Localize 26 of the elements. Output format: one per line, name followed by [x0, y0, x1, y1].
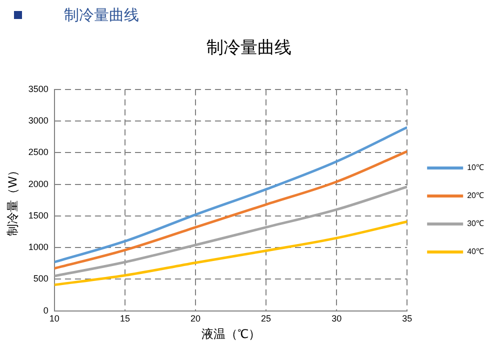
y-tick-label: 1500 — [28, 210, 48, 220]
x-tick-label: 15 — [120, 314, 130, 324]
legend-label: 30℃ — [467, 219, 484, 228]
line-series — [54, 150, 408, 270]
x-tick-label: 25 — [261, 314, 272, 324]
y-tick-label: 2500 — [28, 147, 48, 158]
y-axis-title: 制冷量（W） — [6, 164, 20, 236]
y-tick-label: 3000 — [28, 116, 48, 126]
y-tick-label: 500 — [33, 274, 48, 284]
x-tick-label: 20 — [190, 314, 200, 324]
chart-title: 制冷量曲线 — [64, 6, 139, 24]
x-axis-title: 液温（℃） — [201, 327, 260, 342]
y-tick-label: 3500 — [28, 84, 48, 94]
x-tick-label: 35 — [402, 314, 412, 324]
x-tick-label: 30 — [332, 314, 342, 324]
legend-label: 20℃ — [467, 191, 484, 200]
legend-label: 10℃ — [467, 163, 484, 172]
line-series — [54, 220, 408, 286]
x-tick-label: 10 — [49, 314, 60, 324]
line-series — [54, 186, 408, 278]
y-tick-label: 2000 — [28, 178, 48, 189]
chart-subtitle: 制冷量曲线 — [206, 37, 292, 59]
legend-label: 40℃ — [467, 247, 484, 256]
line-series — [54, 126, 408, 264]
y-tick-label: 0 — [43, 305, 48, 316]
y-tick-label: 1000 — [28, 242, 48, 252]
